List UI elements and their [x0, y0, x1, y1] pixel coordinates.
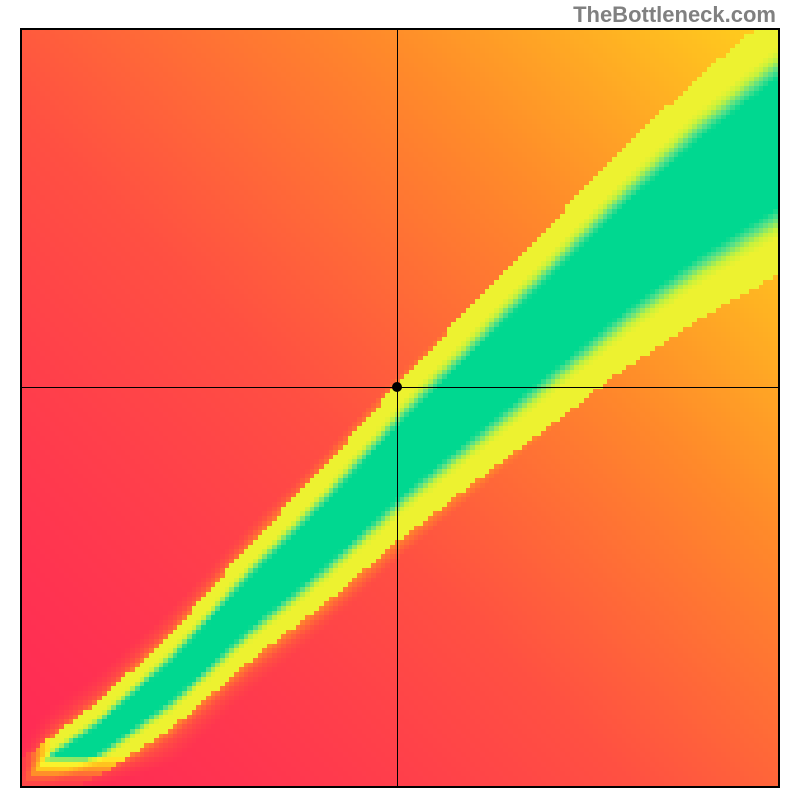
plot-container: TheBottleneck.com — [0, 0, 800, 800]
crosshair-vertical — [397, 30, 398, 786]
plot-border-bottom — [20, 786, 780, 788]
plot-border-top — [20, 28, 780, 30]
watermark-text: TheBottleneck.com — [573, 2, 776, 28]
crosshair-dot — [392, 382, 402, 392]
plot-border-right — [778, 28, 780, 788]
heatmap-canvas — [22, 30, 778, 786]
plot-border-left — [20, 28, 22, 788]
